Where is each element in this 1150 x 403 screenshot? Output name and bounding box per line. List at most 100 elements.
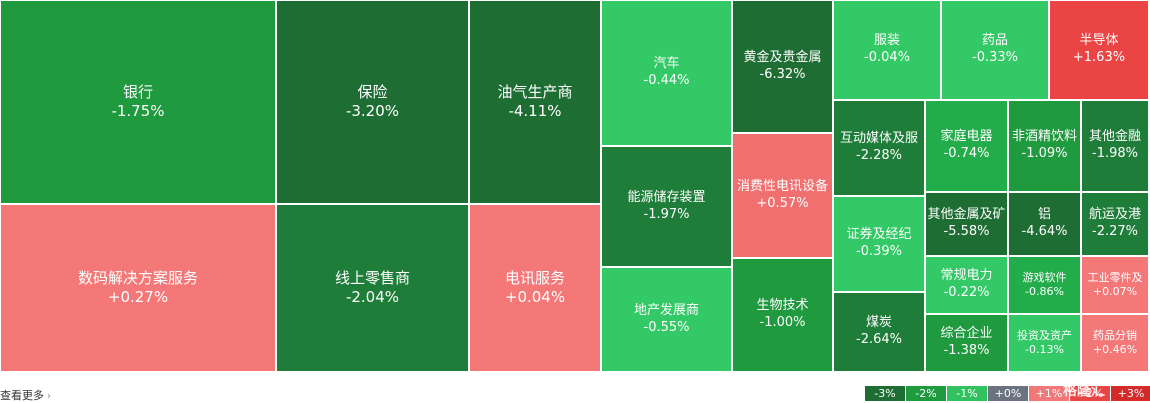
tile-change-percent: -1.75% <box>111 102 165 120</box>
treemap-tile[interactable]: 数码解决方案服务 +0.27% <box>0 204 276 372</box>
legend-swatch: -3% <box>865 386 905 401</box>
treemap-tile[interactable]: 综合企业 -1.38% <box>925 314 1008 372</box>
treemap-tile[interactable]: 互动媒体及服 -2.28% <box>833 100 925 196</box>
treemap-tile[interactable]: 半导体 +1.63% <box>1049 0 1149 100</box>
tile-change-percent: -2.27% <box>1092 224 1138 239</box>
tile-sector-name: 投资及资产 <box>1017 328 1072 342</box>
tile-change-percent: -0.86% <box>1025 285 1064 298</box>
tile-change-percent: -1.09% <box>1021 146 1068 161</box>
treemap-tile[interactable]: 家庭电器 -0.74% <box>925 100 1008 192</box>
tile-sector-name: 银行 <box>122 82 153 101</box>
tile-sector-name: 黄金及贵金属 <box>743 49 822 65</box>
tile-change-percent: -0.55% <box>643 319 690 335</box>
tile-change-percent: -0.33% <box>972 50 1018 65</box>
treemap-tile[interactable]: 投资及资产 -0.13% <box>1008 314 1081 372</box>
tile-change-percent: -6.32% <box>759 66 806 82</box>
legend-swatch: -1% <box>947 386 987 401</box>
watermark-logo: 格隆汇 <box>1063 383 1105 399</box>
tile-change-percent: -1.38% <box>943 343 990 358</box>
tile-sector-name: 汽车 <box>653 56 680 72</box>
tile-sector-name: 服装 <box>873 33 900 49</box>
treemap-tile[interactable]: 航运及港 -2.27% <box>1081 192 1149 256</box>
tile-change-percent: -2.64% <box>856 332 902 347</box>
treemap-tile[interactable]: 汽车 -0.44% <box>601 0 732 146</box>
treemap-tile[interactable]: 电讯服务 +0.04% <box>469 204 601 372</box>
tile-sector-name: 消费性电讯设备 <box>736 178 828 194</box>
treemap-tile[interactable]: 线上零售商 -2.04% <box>276 204 469 372</box>
tile-sector-name: 油气生产商 <box>497 82 573 101</box>
treemap-tile[interactable]: 其他金融 -1.98% <box>1081 100 1149 192</box>
sector-treemap: 银行 -1.75% 数码解决方案服务 +0.27% 保险 -3.20% 线上零售商 -2.04… <box>0 0 1149 372</box>
tile-sector-name: 航运及港 <box>1088 207 1141 223</box>
tile-change-percent: -0.74% <box>943 146 990 161</box>
tile-sector-name: 生物技术 <box>756 298 809 314</box>
tile-change-percent: -0.39% <box>856 244 902 259</box>
tile-change-percent: -4.11% <box>508 102 562 120</box>
legend-swatch: +2% <box>1070 386 1110 401</box>
tile-sector-name: 数码解决方案服务 <box>77 268 198 287</box>
treemap-tile[interactable]: 工业零件及 +0.07% <box>1081 256 1149 314</box>
tile-change-percent: +0.46% <box>1092 343 1138 356</box>
treemap-tile[interactable]: 游戏软件 -0.86% <box>1008 256 1081 314</box>
tile-change-percent: +0.57% <box>756 195 809 211</box>
tile-change-percent: -1.00% <box>759 315 806 330</box>
legend-swatch: +3% <box>1111 386 1150 401</box>
treemap-tile[interactable]: 服装 -0.04% <box>833 0 941 100</box>
tile-change-percent: -0.44% <box>643 73 690 88</box>
treemap-tile[interactable]: 生物技术 -1.00% <box>732 258 833 372</box>
tile-change-percent: +0.27% <box>107 288 169 306</box>
treemap-tile[interactable]: 其他金属及矿 -5.58% <box>925 192 1008 256</box>
tile-sector-name: 游戏软件 <box>1022 270 1067 284</box>
treemap-tile[interactable]: 油气生产商 -4.11% <box>469 0 601 204</box>
treemap-tile[interactable]: 常规电力 -0.22% <box>925 256 1008 314</box>
tile-sector-name: 互动媒体及服 <box>839 131 918 147</box>
tile-sector-name: 保险 <box>357 82 388 101</box>
tile-change-percent: +0.07% <box>1092 285 1138 298</box>
tile-sector-name: 非酒精饮料 <box>1011 129 1077 145</box>
legend-swatch: -2% <box>906 386 946 401</box>
treemap-tile[interactable]: 非酒精饮料 -1.09% <box>1008 100 1081 192</box>
treemap-tile[interactable]: 银行 -1.75% <box>0 0 276 204</box>
tile-sector-name: 药品分销 <box>1093 328 1137 342</box>
treemap-tile[interactable]: 铝 -4.64% <box>1008 192 1081 256</box>
tile-sector-name: 工业零件及 <box>1087 270 1143 284</box>
tile-sector-name: 其他金融 <box>1088 129 1141 145</box>
tile-sector-name: 其他金属及矿 <box>927 207 1006 223</box>
legend-swatch: +1% <box>1029 386 1069 401</box>
treemap-tile[interactable]: 地产发展商 -0.55% <box>601 267 732 372</box>
tile-sector-name: 能源储存装置 <box>627 189 706 205</box>
tile-sector-name: 常规电力 <box>940 268 993 284</box>
chevron-right-icon: › <box>47 391 51 402</box>
color-legend: -3% -2% -1% +0% +1% +2% +3% <box>865 386 1150 401</box>
tile-change-percent: -2.04% <box>345 288 400 306</box>
tile-sector-name: 药品 <box>981 33 1008 49</box>
treemap-tile[interactable]: 药品分销 +0.46% <box>1081 314 1149 372</box>
tile-sector-name: 铝 <box>1037 207 1051 223</box>
tile-sector-name: 地产发展商 <box>633 302 699 318</box>
tile-change-percent: -3.20% <box>345 102 400 120</box>
tile-change-percent: -2.28% <box>856 148 902 163</box>
treemap-tile[interactable]: 证券及经纪 -0.39% <box>833 196 925 292</box>
view-more-link[interactable]: 查看更多 › <box>0 387 51 403</box>
tile-change-percent: -1.98% <box>1092 146 1138 161</box>
view-more-label: 查看更多 <box>0 389 44 402</box>
tile-change-percent: -1.97% <box>643 206 690 222</box>
tile-change-percent: -5.58% <box>943 224 990 239</box>
tile-sector-name: 半导体 <box>1079 33 1119 49</box>
treemap-tile[interactable]: 消费性电讯设备 +0.57% <box>732 133 833 258</box>
treemap-tile[interactable]: 煤炭 -2.64% <box>833 292 925 372</box>
tile-sector-name: 电讯服务 <box>504 268 565 287</box>
tile-change-percent: +1.63% <box>1072 50 1126 65</box>
tile-change-percent: +0.04% <box>504 288 566 306</box>
treemap-tile[interactable]: 保险 -3.20% <box>276 0 469 204</box>
tile-change-percent: -4.64% <box>1021 224 1068 239</box>
treemap-tile[interactable]: 黄金及贵金属 -6.32% <box>732 0 833 133</box>
tile-sector-name: 证券及经纪 <box>846 227 912 243</box>
tile-sector-name: 综合企业 <box>940 326 993 342</box>
treemap-tile[interactable]: 能源储存装置 -1.97% <box>601 146 732 267</box>
tile-change-percent: -0.22% <box>943 285 990 300</box>
tile-sector-name: 线上零售商 <box>334 268 410 287</box>
tile-sector-name: 家庭电器 <box>940 129 993 145</box>
tile-change-percent: -0.13% <box>1025 343 1064 356</box>
treemap-tile[interactable]: 药品 -0.33% <box>941 0 1049 100</box>
